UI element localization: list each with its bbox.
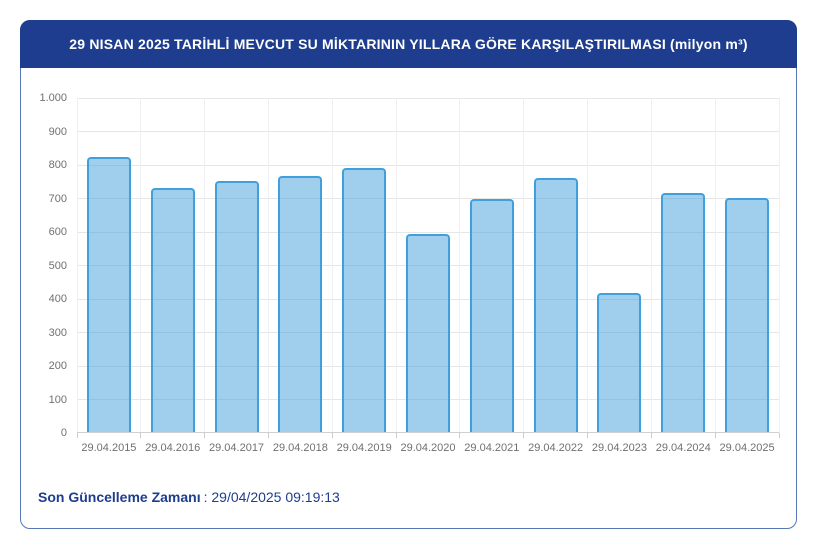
bar-29.04.2025[interactable] <box>725 197 770 433</box>
y-axis-label: 0 <box>60 427 67 439</box>
x-axis-tick <box>204 433 206 438</box>
y-axis-label: 700 <box>48 192 67 205</box>
bar-chart-plot-area: 0 100 200 300 400 500 600 700 800 900 1.000 29.04.2… <box>39 92 780 454</box>
last-update-label: Son Güncelleme Zamanı <box>38 489 201 505</box>
y-axis-label: 800 <box>48 159 67 171</box>
last-update-value: : 29/04/2025 09:19:13 <box>203 489 340 505</box>
x-axis-label: 29.04.2017 <box>209 442 265 454</box>
x-axis-tick <box>778 433 780 438</box>
bar-29.04.2016[interactable] <box>150 188 195 433</box>
x-axis-tick <box>76 433 78 438</box>
x-gridline <box>778 98 780 433</box>
bar-29.04.2017[interactable] <box>214 180 259 433</box>
chart-title-bar: 29 NISAN 2025 TARİHLİ MEVCUT SU MİKTARIN… <box>20 20 797 68</box>
bar-29.04.2023[interactable] <box>597 293 642 433</box>
y-axis-label: 600 <box>48 226 67 238</box>
bar-29.04.2015[interactable] <box>86 156 131 433</box>
chart-card: 29 NISAN 2025 TARİHLİ MEVCUT SU MİKTARIN… <box>20 20 797 529</box>
x-gridline <box>204 98 206 433</box>
y-axis-label: 500 <box>48 259 67 272</box>
x-gridline <box>714 98 716 433</box>
y-axis-label: 200 <box>48 360 67 372</box>
x-axis-label: 29.04.2018 <box>272 442 328 454</box>
bar-29.04.2022[interactable] <box>533 178 578 433</box>
x-axis-tick <box>267 433 269 438</box>
bar-29.04.2019[interactable] <box>342 168 387 433</box>
x-axis-tick <box>650 433 652 438</box>
y-axis-label: 900 <box>48 125 67 138</box>
x-axis-label: 29.04.2015 <box>81 442 137 454</box>
y-axis-label: 400 <box>48 293 67 305</box>
x-axis-tick <box>395 433 397 438</box>
x-axis-label: 29.04.2025 <box>719 442 775 454</box>
x-gridline <box>331 98 333 433</box>
y-axis-label: 100 <box>48 393 67 406</box>
x-gridline <box>140 98 142 433</box>
y-axis-label: 1.000 <box>39 92 67 104</box>
x-axis-tick <box>714 433 716 438</box>
last-update-line: Son Güncelleme Zamanı: 29/04/2025 09:19:… <box>38 489 340 505</box>
x-gridline <box>650 98 652 433</box>
y-gridline <box>77 198 779 199</box>
x-axis-label: 29.04.2019 <box>336 442 392 454</box>
bar-29.04.2024[interactable] <box>661 193 706 433</box>
x-axis-line <box>77 432 779 433</box>
y-gridline <box>77 131 779 132</box>
x-gridline <box>76 98 78 433</box>
x-axis-tick <box>331 433 333 438</box>
x-gridline <box>459 98 461 433</box>
x-axis-tick <box>523 433 525 438</box>
bar-29.04.2018[interactable] <box>278 175 323 433</box>
y-gridline <box>77 97 779 99</box>
y-gridline <box>77 164 779 166</box>
x-axis-label: 29.04.2024 <box>655 442 711 454</box>
x-axis-tick <box>140 433 142 438</box>
x-axis-tick <box>587 433 589 438</box>
x-axis-label: 29.04.2023 <box>591 442 647 454</box>
chart-title: 29 NISAN 2025 TARİHLİ MEVCUT SU MİKTARIN… <box>69 36 748 52</box>
x-axis-label: 29.04.2016 <box>145 442 201 454</box>
x-gridline <box>267 98 269 433</box>
x-gridline <box>523 98 525 433</box>
x-axis-label: 29.04.2021 <box>464 442 520 454</box>
y-gridline <box>77 231 779 233</box>
bar-29.04.2021[interactable] <box>469 198 514 433</box>
x-axis-label: 29.04.2020 <box>400 442 456 454</box>
y-axis-label: 300 <box>48 326 67 339</box>
x-gridline <box>587 98 589 433</box>
x-axis-tick <box>459 433 461 438</box>
x-axis-label: 29.04.2022 <box>528 442 584 454</box>
x-gridline <box>395 98 397 433</box>
bar-29.04.2020[interactable] <box>406 233 450 433</box>
